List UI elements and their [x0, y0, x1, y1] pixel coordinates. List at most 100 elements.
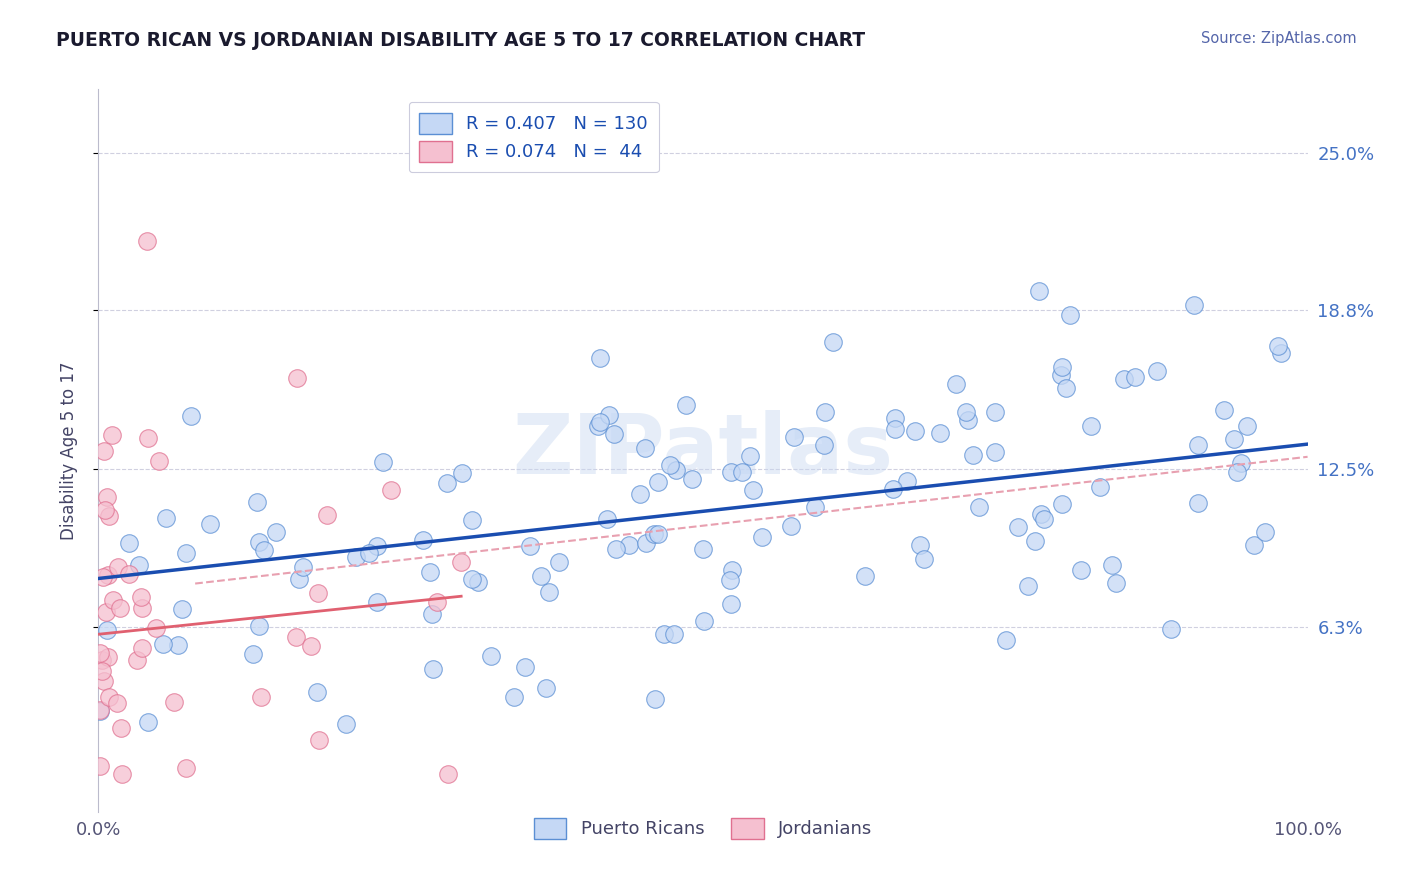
- Point: [129, 590, 152, 604]
- Point: [1223, 432, 1246, 446]
- Point: [145, 621, 167, 635]
- Point: [89, 704, 111, 718]
- Point: [617, 538, 640, 552]
- Point: [246, 495, 269, 509]
- Point: [634, 442, 657, 456]
- Text: Source: ZipAtlas.com: Source: ZipAtlas.com: [1201, 31, 1357, 46]
- Point: [346, 549, 368, 564]
- Point: [479, 649, 502, 664]
- Point: [152, 637, 174, 651]
- Point: [1267, 339, 1289, 353]
- Point: [1236, 418, 1258, 433]
- Point: [634, 535, 657, 549]
- Point: [89, 704, 111, 718]
- Point: [1028, 284, 1050, 298]
- Point: [882, 482, 904, 496]
- Point: [131, 640, 153, 655]
- Point: [292, 560, 315, 574]
- Point: [89, 646, 111, 660]
- Point: [720, 597, 742, 611]
- Point: [962, 448, 984, 462]
- Point: [896, 474, 918, 488]
- Point: [93, 673, 115, 688]
- Point: [287, 572, 309, 586]
- Point: [437, 766, 460, 780]
- Point: [589, 351, 612, 365]
- Point: [693, 614, 716, 628]
- Point: [108, 600, 131, 615]
- Point: [426, 595, 449, 609]
- Point: [105, 696, 128, 710]
- Point: [589, 415, 612, 429]
- Point: [855, 568, 877, 582]
- Point: [628, 487, 651, 501]
- Point: [1243, 538, 1265, 552]
- Point: [721, 563, 744, 577]
- Point: [662, 627, 685, 641]
- Point: [359, 546, 381, 560]
- Point: [366, 539, 388, 553]
- Point: [1050, 360, 1073, 375]
- Point: [285, 371, 308, 385]
- Point: [903, 425, 925, 439]
- Point: [823, 335, 845, 350]
- Point: [605, 542, 627, 557]
- Point: [307, 586, 329, 600]
- Point: [253, 542, 276, 557]
- Point: [967, 500, 990, 515]
- Point: [955, 405, 977, 419]
- Point: [912, 551, 935, 566]
- Point: [136, 432, 159, 446]
- Point: [247, 619, 270, 633]
- Point: [884, 411, 907, 425]
- Point: [98, 509, 121, 524]
- Point: [335, 717, 357, 731]
- Point: [96, 490, 118, 504]
- Point: [131, 601, 153, 615]
- Point: [148, 454, 170, 468]
- Point: [1114, 372, 1136, 386]
- Point: [98, 690, 121, 705]
- Point: [90, 664, 112, 678]
- Point: [984, 445, 1007, 459]
- Point: [125, 653, 148, 667]
- Point: [1017, 578, 1039, 592]
- Point: [91, 570, 114, 584]
- Point: [1187, 495, 1209, 509]
- Point: [945, 377, 967, 392]
- Point: [450, 467, 472, 481]
- Legend: Puerto Ricans, Jordanians: Puerto Ricans, Jordanians: [526, 811, 880, 846]
- Point: [1033, 512, 1056, 526]
- Point: [647, 526, 669, 541]
- Point: [450, 555, 472, 569]
- Point: [1059, 309, 1081, 323]
- Point: [681, 472, 703, 486]
- Point: [595, 511, 617, 525]
- Point: [665, 463, 688, 477]
- Point: [155, 511, 177, 525]
- Point: [537, 584, 560, 599]
- Point: [249, 535, 271, 549]
- Point: [1024, 533, 1046, 548]
- Point: [174, 761, 197, 775]
- Point: [530, 569, 553, 583]
- Point: [1070, 563, 1092, 577]
- Point: [718, 573, 741, 587]
- Point: [174, 545, 197, 559]
- Point: [1187, 438, 1209, 452]
- Point: [163, 695, 186, 709]
- Point: [101, 428, 124, 442]
- Point: [1213, 403, 1236, 417]
- Point: [97, 568, 120, 582]
- Point: [117, 536, 139, 550]
- Point: [1146, 364, 1168, 378]
- Point: [1105, 576, 1128, 591]
- Point: [536, 681, 558, 695]
- Point: [305, 685, 328, 699]
- Point: [957, 413, 980, 427]
- Point: [751, 530, 773, 544]
- Y-axis label: Disability Age 5 to 17: Disability Age 5 to 17: [59, 361, 77, 540]
- Point: [692, 542, 714, 557]
- Point: [461, 513, 484, 527]
- Point: [118, 566, 141, 581]
